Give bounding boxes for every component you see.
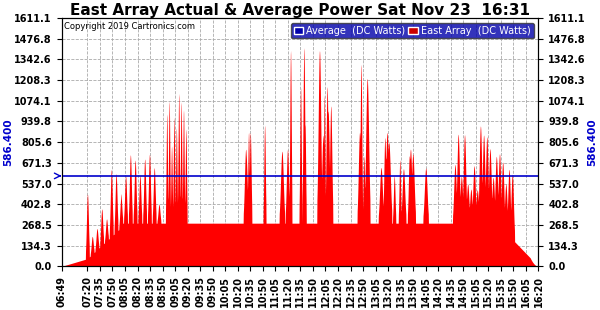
Title: East Array Actual & Average Power Sat Nov 23  16:31: East Array Actual & Average Power Sat No… — [70, 3, 530, 18]
Y-axis label: 586.400: 586.400 — [3, 118, 13, 166]
Y-axis label: 586.400: 586.400 — [587, 118, 597, 166]
Text: Copyright 2019 Cartronics.com: Copyright 2019 Cartronics.com — [64, 21, 195, 30]
Legend: Average  (DC Watts), East Array  (DC Watts): Average (DC Watts), East Array (DC Watts… — [291, 23, 533, 38]
